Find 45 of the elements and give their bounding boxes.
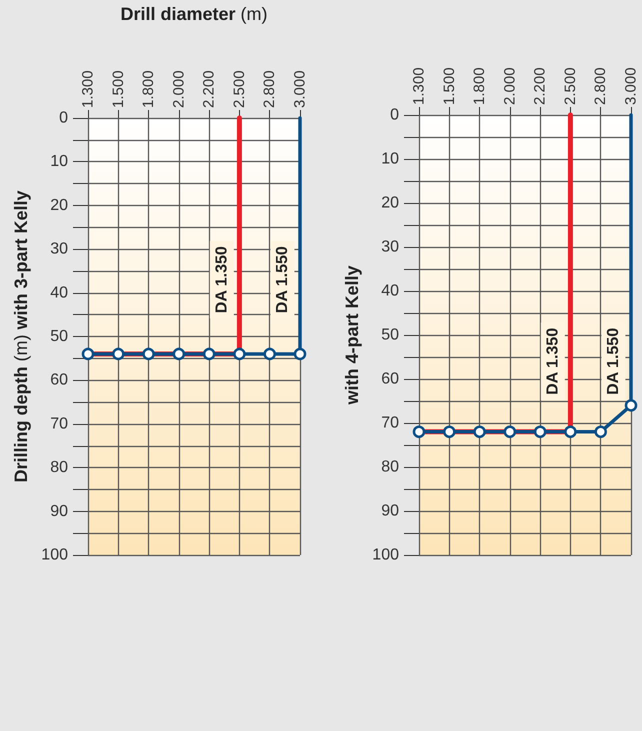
y-tick-label: 10 xyxy=(50,153,68,170)
x-tick-label: 1.800 xyxy=(140,70,158,108)
x-tick-label: 1.500 xyxy=(440,67,458,105)
x-tick-label: 2.800 xyxy=(261,70,278,108)
x-tick-label: 1.300 xyxy=(410,67,428,105)
x-tick-label: 1.800 xyxy=(471,67,488,105)
y-tick-label: 70 xyxy=(381,414,400,432)
x-axis-title: Drill diameter (m) xyxy=(120,4,268,24)
y-tick-label: 80 xyxy=(50,459,68,476)
x-tick-label: 1.300 xyxy=(80,70,96,108)
y-tick-label: 50 xyxy=(50,328,68,345)
y-axis-title: Drilling depth (m) with 3-part Kelly xyxy=(11,190,31,483)
y-tick-label: 0 xyxy=(390,106,400,124)
y-tick-label: 40 xyxy=(381,282,400,300)
x-tick-label: 2.500 xyxy=(230,70,248,108)
x-tick-label: 2.200 xyxy=(200,70,218,108)
y-tick-label: 50 xyxy=(381,326,400,344)
x-tick-label: 2.500 xyxy=(562,67,579,105)
text: DA 1.350 xyxy=(213,246,230,314)
y-tick-label: 90 xyxy=(381,502,400,520)
x-tick-label: 1.500 xyxy=(110,70,127,108)
y-tick-label: 100 xyxy=(372,546,400,564)
y-tick-label: 90 xyxy=(50,502,68,520)
y-tick-label: 80 xyxy=(381,458,400,476)
x-tick-label: 3.000 xyxy=(292,70,308,108)
x-tick-label: 2.800 xyxy=(592,67,610,105)
y-tick-label: 20 xyxy=(50,196,68,214)
text: DA 1.550 xyxy=(274,246,291,314)
x-tick-label: 2.200 xyxy=(532,67,549,105)
y-tick-label: 60 xyxy=(50,372,68,389)
x-tick-label: 2.000 xyxy=(170,70,188,108)
text: DA 1.550 xyxy=(604,328,622,395)
x-tick-label: 2.000 xyxy=(501,67,518,105)
y-tick-label: 100 xyxy=(41,546,68,564)
y-tick-label: 30 xyxy=(50,240,68,258)
y-tick-label: 30 xyxy=(381,238,400,256)
y-axis-title: with 4-part Kelly xyxy=(342,265,362,406)
text: DA 1.350 xyxy=(544,328,562,395)
y-tick-label: 60 xyxy=(381,370,400,388)
y-tick-label: 70 xyxy=(50,415,68,432)
y-tick-label: 0 xyxy=(59,110,68,126)
y-tick-label: 40 xyxy=(50,284,68,302)
y-tick-label: 20 xyxy=(381,194,400,212)
x-tick-label: 3.000 xyxy=(622,67,640,105)
y-tick-label: 10 xyxy=(381,150,400,168)
